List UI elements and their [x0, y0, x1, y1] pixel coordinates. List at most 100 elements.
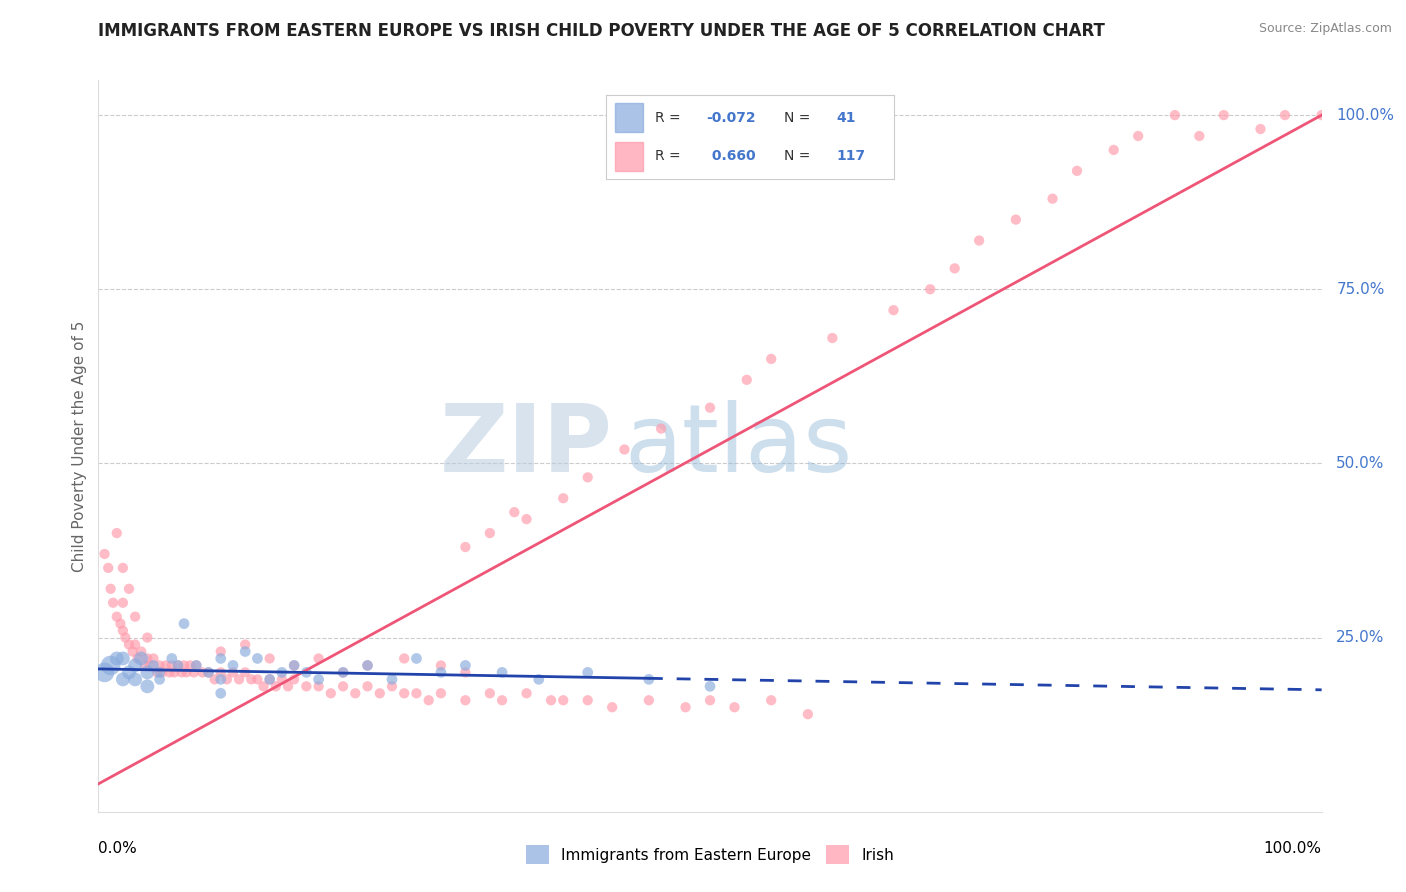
Point	[233, 638, 256, 652]
Point	[259, 673, 281, 687]
Point	[418, 693, 440, 707]
Point	[127, 651, 149, 665]
Point	[252, 679, 274, 693]
Point	[283, 673, 305, 687]
Point	[277, 679, 299, 693]
Point	[124, 638, 146, 652]
Point	[576, 693, 599, 707]
Point	[356, 679, 378, 693]
Point	[136, 631, 159, 645]
Point	[454, 658, 477, 673]
Point	[295, 679, 318, 693]
Point	[308, 673, 330, 687]
Point	[183, 665, 205, 680]
Point	[118, 582, 141, 596]
Point	[1004, 212, 1026, 227]
Point	[761, 351, 783, 366]
Point	[1274, 108, 1296, 122]
Text: 100.0%: 100.0%	[1336, 108, 1395, 122]
Point	[283, 658, 305, 673]
Point	[356, 658, 378, 673]
Point	[430, 665, 453, 680]
Point	[157, 665, 180, 680]
Point	[405, 686, 427, 700]
Point	[270, 673, 294, 687]
Point	[240, 673, 263, 687]
Point	[405, 651, 427, 665]
Point	[121, 644, 143, 658]
Point	[114, 631, 136, 645]
Point	[308, 651, 330, 665]
Point	[540, 693, 562, 707]
Point	[246, 651, 269, 665]
Point	[1310, 108, 1333, 122]
Point	[124, 673, 146, 687]
Point	[576, 665, 599, 680]
Text: 0.0%: 0.0%	[98, 841, 138, 856]
Point	[430, 658, 453, 673]
Point	[209, 651, 232, 665]
Point	[675, 700, 697, 714]
Point	[344, 686, 367, 700]
Point	[454, 540, 477, 554]
Point	[491, 693, 513, 707]
Point	[186, 658, 208, 673]
Point	[149, 673, 172, 687]
Point	[515, 686, 537, 700]
Point	[381, 673, 404, 687]
Point	[136, 665, 159, 680]
Point	[332, 665, 354, 680]
Point	[197, 665, 219, 680]
Text: IMMIGRANTS FROM EASTERN EUROPE VS IRISH CHILD POVERTY UNDER THE AGE OF 5 CORRELA: IMMIGRANTS FROM EASTERN EUROPE VS IRISH …	[98, 22, 1105, 40]
Point	[209, 673, 232, 687]
Point	[97, 561, 120, 575]
Point	[233, 665, 256, 680]
Point	[723, 700, 745, 714]
Point	[381, 679, 404, 693]
Point	[491, 665, 513, 680]
Point	[105, 526, 128, 541]
Point	[118, 665, 141, 680]
Point	[821, 331, 844, 345]
Point	[111, 651, 134, 665]
Point	[332, 665, 354, 680]
Point	[553, 491, 575, 506]
Point	[967, 234, 990, 248]
Point	[1102, 143, 1125, 157]
Point	[270, 665, 294, 680]
Point	[129, 651, 152, 665]
Point	[699, 679, 721, 693]
Point	[139, 658, 162, 673]
Point	[478, 526, 501, 541]
Point	[146, 665, 169, 680]
Point	[163, 665, 186, 680]
Point	[454, 665, 477, 680]
Point	[735, 373, 758, 387]
Text: 50.0%: 50.0%	[1336, 456, 1385, 471]
Point	[1164, 108, 1187, 122]
Point	[368, 686, 391, 700]
Point	[118, 638, 141, 652]
Point	[600, 700, 623, 714]
Point	[943, 261, 966, 276]
Point	[111, 624, 134, 638]
Point	[515, 512, 537, 526]
Point	[222, 658, 245, 673]
Point	[160, 658, 183, 673]
Legend: Immigrants from Eastern Europe, Irish: Immigrants from Eastern Europe, Irish	[520, 839, 900, 870]
Point	[134, 658, 156, 673]
Point	[883, 303, 905, 318]
Point	[176, 665, 198, 680]
Point	[197, 665, 219, 680]
Point	[129, 644, 152, 658]
Point	[613, 442, 636, 457]
Point	[430, 686, 453, 700]
Point	[259, 673, 281, 687]
Point	[105, 609, 128, 624]
Point	[204, 673, 226, 687]
Point	[1188, 128, 1211, 143]
Point	[454, 693, 477, 707]
Point	[1249, 122, 1271, 136]
Point	[233, 644, 256, 658]
Text: 100.0%: 100.0%	[1264, 841, 1322, 856]
